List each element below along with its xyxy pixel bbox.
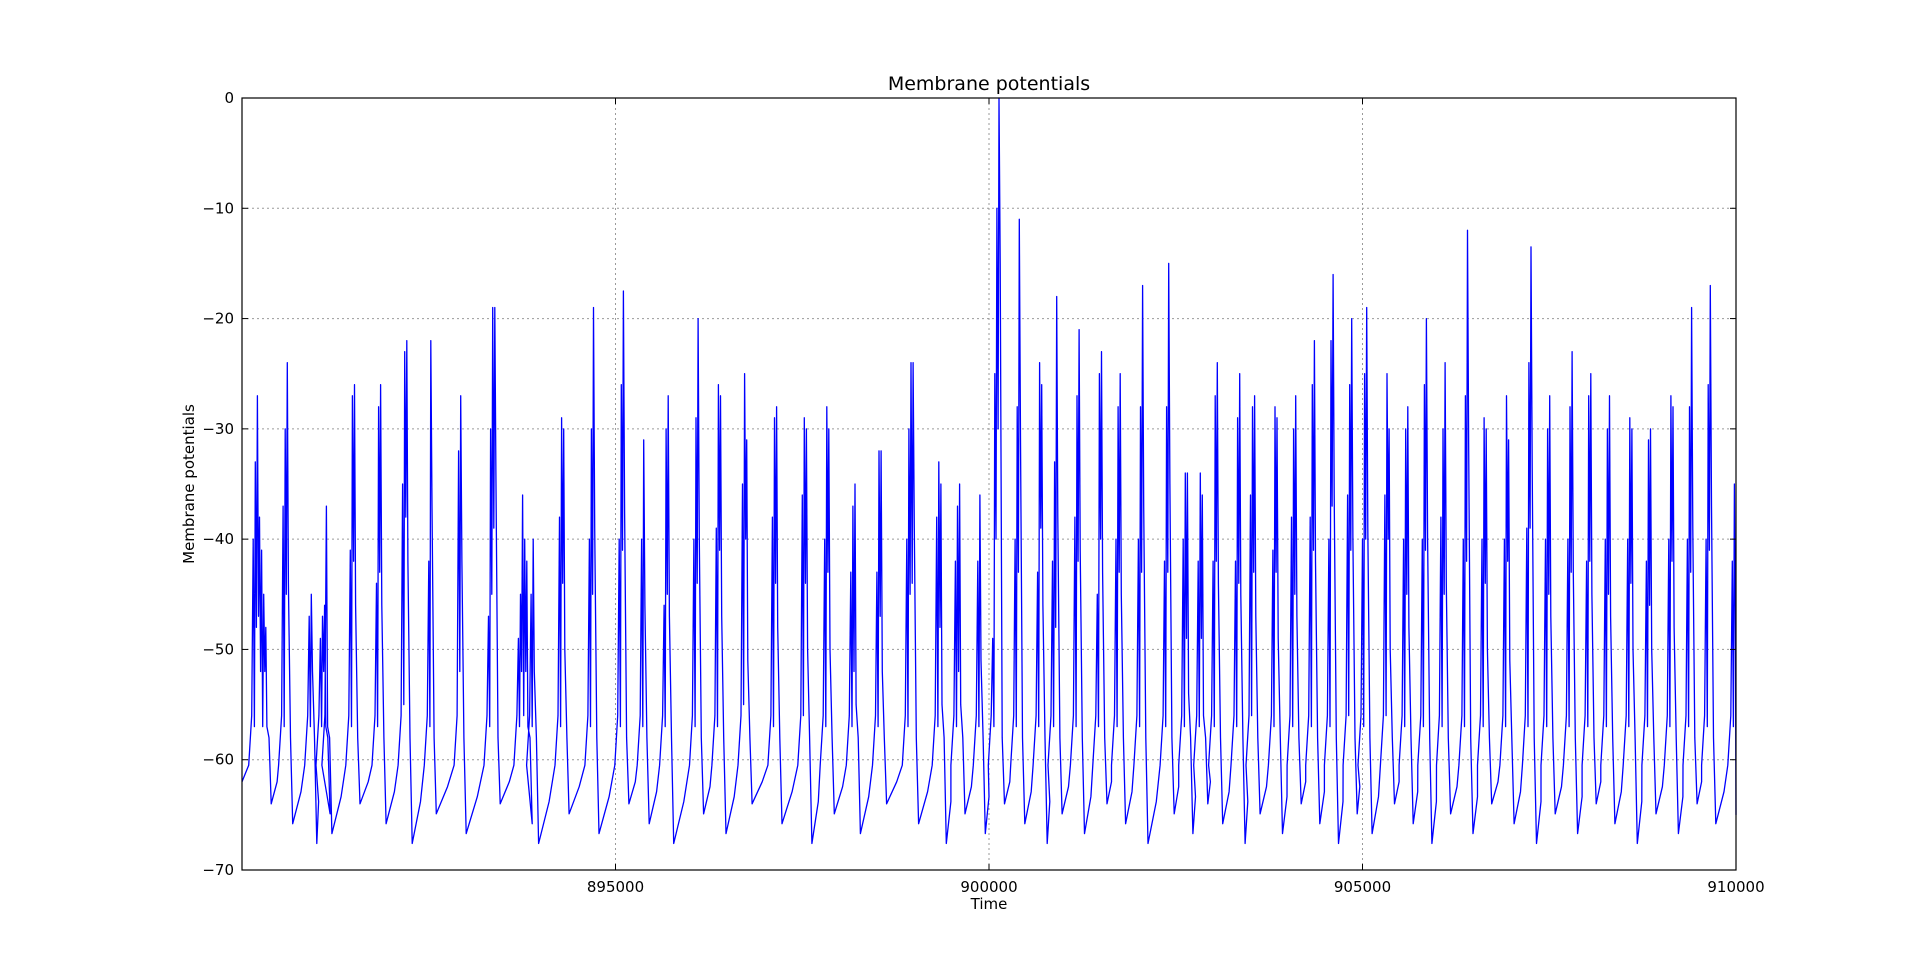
y-tick-label: −30 [202, 420, 234, 438]
y-tick-label: −10 [202, 199, 234, 217]
x-tick-label: 905000 [1334, 878, 1391, 896]
x-tick-label: 910000 [1707, 878, 1764, 896]
axis-ticks: 895000 900000 905000 910000 0 −10 −20 −30 −40 −50… [202, 89, 1764, 896]
y-tick-label: −40 [202, 530, 234, 548]
y-tick-label: 0 [224, 89, 234, 107]
y-tick-label: −60 [202, 751, 234, 769]
y-tick-label: −70 [202, 861, 234, 879]
x-axis-label: Time [970, 895, 1008, 913]
y-tick-label: −20 [202, 310, 234, 328]
series-line-membrane-potential [241, 97, 1737, 845]
series-group [241, 97, 1737, 845]
y-tick-label: −50 [202, 640, 234, 658]
y-axis-label: Membrane potentials [180, 404, 198, 564]
x-tick-label: 900000 [960, 878, 1017, 896]
x-tick-label: 895000 [587, 878, 644, 896]
chart-title: Membrane potentials [888, 73, 1090, 95]
